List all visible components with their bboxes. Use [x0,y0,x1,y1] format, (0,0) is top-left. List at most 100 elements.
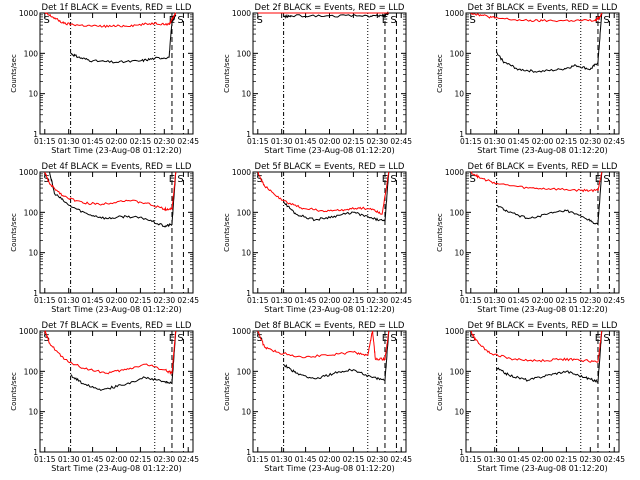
x-tick-label: 02:45 [390,296,412,305]
marker-label: S [257,15,263,26]
chart-title: Det 4f BLACK = Events, RED = LLD [42,162,192,172]
y-tick-label: 1000 [232,168,251,177]
chart-panel-7: Det 7f BLACK = Events, RED = LLD 1 10 100 10… [10,321,199,473]
x-tick-label: 02:15 [556,455,578,464]
x-tick-label: 01:45 [295,455,317,464]
chart-title: Det 2f BLACK = Events, RED = LLD [255,3,405,13]
marker-label: E [382,174,388,185]
x-tick-label: 02:45 [177,296,199,305]
marker-label: S [390,15,396,26]
marker-label: S [44,15,50,26]
x-tick-label: 01:15 [247,455,269,464]
y-tick-label: 1000 [19,168,38,177]
marker-label: S [177,333,183,344]
y-tick-label: 1 [246,448,251,457]
x-tick-label: 01:15 [34,296,56,305]
y-tick-label: 100 [24,367,39,376]
plot-frame [39,12,194,135]
y-tick-label: 1 [246,289,251,298]
x-tick-label: 01:30 [271,296,293,305]
events-series-line [49,171,177,228]
y-tick-label: 1 [33,448,38,457]
x-tick-label: 02:15 [343,455,365,464]
marker-label: S [603,15,609,26]
x-tick-label: 01:45 [82,296,104,305]
x-axis-label: Start Time (23-Aug-08 01:12:20) [264,146,395,155]
chart-panel-5: Det 5f BLACK = Events, RED = LLD 1 10 100 10… [223,162,412,314]
x-tick-label: 02:00 [106,455,128,464]
y-tick-label: 100 [24,208,39,217]
y-tick-label: 100 [237,49,252,58]
chart-panel-8: Det 8f BLACK = Events, RED = LLD 1 10 100 10… [223,321,412,473]
x-tick-label: 02:45 [603,137,625,146]
x-tick-label: 01:30 [58,296,80,305]
x-tick-label: 02:15 [343,137,365,146]
x-tick-label: 02:45 [603,296,625,305]
y-tick-label: 10 [28,249,38,258]
marker-label: S [470,15,476,26]
y-axis-label: Counts/sec [436,213,444,252]
marker-label: S [257,174,263,185]
y-axis-label: Counts/sec [223,372,231,411]
x-tick-label: 01:15 [34,455,56,464]
marker-label: E [169,333,175,344]
y-tick-label: 1000 [445,9,464,18]
x-tick-label: 02:30 [580,296,602,305]
events-series-line [283,171,390,223]
marker-label: S [177,174,183,185]
plot-frame [465,330,620,453]
x-tick-label: 01:45 [82,455,104,464]
plot-frame [252,330,407,453]
y-tick-label: 1 [246,130,251,139]
x-axis-label: Start Time (23-Aug-08 01:12:20) [477,146,608,155]
x-axis-label: Start Time (23-Aug-08 01:12:20) [477,464,608,473]
marker-label: S [603,333,609,344]
marker-label: S [470,174,476,185]
x-tick-label: 01:15 [460,296,482,305]
x-tick-label: 02:00 [106,296,128,305]
y-tick-label: 10 [241,249,251,258]
x-tick-label: 02:30 [580,137,602,146]
chart-panel-3: Det 3f BLACK = Events, RED = LLD 1 10 100 10… [436,3,625,155]
y-tick-label: 100 [450,208,465,217]
x-tick-label: 01:30 [484,455,506,464]
x-tick-label: 01:30 [484,296,506,305]
x-tick-label: 02:00 [106,137,128,146]
x-tick-label: 02:30 [367,455,389,464]
marker-label: E [382,15,388,26]
x-tick-label: 02:45 [603,455,625,464]
y-tick-label: 1000 [445,168,464,177]
y-tick-label: 1000 [232,9,251,18]
y-tick-label: 1000 [19,327,38,336]
chart-panel-6: Det 6f BLACK = Events, RED = LLD 1 10 100 10… [436,162,625,314]
marker-label: S [470,333,476,344]
lld-series-line [44,171,177,212]
x-tick-label: 02:30 [580,455,602,464]
x-tick-label: 02:15 [343,296,365,305]
events-series-line [496,171,603,226]
x-tick-label: 02:15 [130,455,152,464]
y-tick-label: 100 [24,49,39,58]
marker-label: S [177,15,183,26]
y-axis-label: Counts/sec [223,54,231,93]
x-tick-label: 02:00 [319,296,341,305]
x-tick-label: 02:30 [154,137,176,146]
y-tick-label: 10 [454,90,464,99]
x-axis-label: Start Time (23-Aug-08 01:12:20) [477,305,608,314]
y-tick-label: 10 [28,408,38,417]
x-tick-label: 02:00 [319,455,341,464]
marker-label: E [595,15,601,26]
lld-series-line [44,329,177,375]
chart-title: Det 7f BLACK = Events, RED = LLD [42,321,192,331]
x-tick-label: 02:30 [367,296,389,305]
lld-series-line [470,171,603,193]
plot-frame [39,330,194,453]
x-tick-label: 02:45 [177,455,199,464]
x-tick-label: 01:45 [295,296,317,305]
x-tick-label: 02:45 [390,137,412,146]
y-tick-label: 100 [237,208,252,217]
x-tick-label: 01:30 [271,137,293,146]
chart-panel-9: Det 9f BLACK = Events, RED = LLD 1 10 100 10… [436,321,625,473]
plot-frame [465,12,620,135]
